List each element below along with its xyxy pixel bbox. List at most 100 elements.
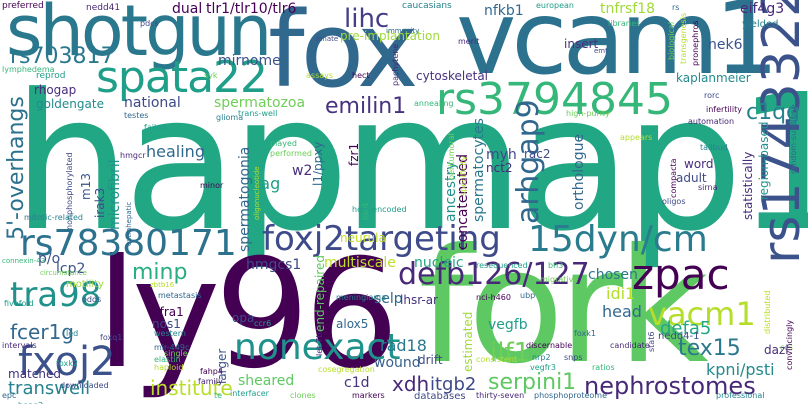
minor-word: interfacer (230, 389, 269, 398)
minor-word: rs (672, 3, 680, 12)
word-emilin1: emilin1 (325, 94, 407, 119)
word-ilf1: ilf1 (490, 338, 531, 368)
minor-word: pdcs (140, 19, 159, 28)
minor-word: biological (667, 21, 676, 60)
minor-word: thirty-seven (476, 391, 525, 400)
word-fxoj2: fxoj2 (18, 339, 116, 385)
minor-word: automation (688, 117, 735, 126)
word-kpni-psti: kpni/psti (706, 360, 775, 379)
word-nfkb1: nfkb1 (484, 3, 524, 19)
minor-word: preferred (2, 1, 44, 11)
minor-word: ubp (520, 291, 536, 300)
word-nonexact: nonexact (234, 327, 401, 368)
word-eif4g3: eif4g3 (740, 1, 785, 17)
word-wound: wound (374, 355, 421, 371)
minor-word: family (198, 377, 223, 386)
word-hapmap1: hapmap1 (12, 54, 808, 273)
word-tag: tag (254, 174, 281, 193)
minor-word: foxq1 (100, 333, 123, 342)
minor-word: snps (564, 353, 583, 362)
word-region-based: region-based (757, 121, 771, 200)
minor-word: nicd (361, 203, 370, 220)
word-rs78380171: rs78380171 (20, 223, 237, 264)
minor-word: ccr6 (254, 319, 272, 328)
word-xdh: xdh (392, 372, 430, 396)
word-nephrostomes: nephrostomes (584, 372, 756, 400)
minor-word: migrative (540, 275, 579, 284)
word-spata22: spata22 (96, 52, 268, 103)
word-adult: adult (676, 171, 707, 185)
minor-word: western (154, 329, 186, 338)
minor-word: european (536, 1, 574, 10)
word-head: head (602, 302, 642, 321)
minor-word: clones (290, 391, 316, 400)
word-tex15: tex15 (678, 336, 741, 361)
word-minp: minp (132, 260, 188, 285)
word-healing: healing (146, 142, 205, 161)
minor-word: haploid (154, 363, 184, 372)
minor-word: minor (200, 181, 224, 190)
word-defa5: defa5 (660, 318, 712, 339)
minor-word: hmgcr (120, 151, 146, 160)
minor-word: syk (204, 71, 218, 80)
word-nedd4-1: nedd4-1 (658, 331, 700, 342)
minor-word: meningioma (336, 293, 386, 302)
minor-word: glioma (216, 113, 244, 122)
word-institute: institute (150, 376, 233, 400)
word-end-repaired: end-repaired (313, 255, 327, 332)
minor-word: annealing (414, 99, 454, 108)
minor-word: pachytene (391, 43, 400, 86)
word-tra98: tra98 (10, 275, 102, 315)
minor-word: specificity (459, 155, 468, 196)
word-arhgap9: arhgap9 (511, 99, 546, 224)
word-ly96: ly96 (96, 228, 399, 402)
word-matched: matched (8, 367, 61, 381)
minor-word: discernable (526, 341, 573, 350)
minor-word: innate (316, 35, 339, 43)
minor-word: failed (144, 123, 167, 132)
word-foxj2targeting: foxj2targeting (262, 219, 501, 259)
word-nucleic: nucleic (414, 255, 464, 271)
word-national: national (124, 95, 181, 111)
minor-word: tailbud (700, 143, 728, 152)
minor-word: cosegregation (318, 365, 375, 374)
word-fzr1: fzr1 (347, 142, 361, 166)
word-spermatocytes: spermatocytes (471, 118, 487, 222)
word-chosen: chosen (588, 267, 638, 283)
word-dazl: dazl (764, 343, 789, 357)
minor-word: immunity (386, 27, 420, 35)
word-lhsr-ar: lhsr-ar (400, 293, 438, 307)
word-multiscale: multiscale (324, 255, 396, 271)
minor-word: testes (124, 111, 149, 120)
minor-word: nedd41 (86, 3, 121, 13)
word-tnfrsf18: tnfrsf18 (600, 1, 656, 17)
word-spermatogonia: spermatogonia (237, 146, 253, 252)
minor-word: phosphoproteome (534, 391, 608, 400)
minor-word: fivefold (4, 299, 34, 308)
minor-word: led (66, 329, 79, 338)
minor-word: hect (352, 71, 370, 80)
word-fcer1g: fcer1g (10, 320, 74, 344)
word-lihc: lihc (344, 4, 390, 34)
word-word: word (684, 157, 714, 171)
word-itgb2: itgb2 (430, 374, 477, 395)
minor-word: assays (306, 71, 334, 80)
minor-word: vegfr3 (530, 363, 556, 372)
minor-word: emt (594, 47, 608, 55)
minor-word: lymphedema (2, 65, 55, 74)
word-transwell: transwell (8, 378, 91, 399)
minor-word: zbtb16 (150, 281, 175, 289)
word-hmgcs1: hmgcs1 (246, 257, 302, 273)
minor-word: mir-449c (154, 343, 190, 352)
word-tlr: tlr1/tlr10/tlr6 (206, 1, 297, 17)
word-cytoskeletal: cytoskeletal (416, 69, 489, 83)
word-fork: fork (418, 215, 709, 399)
word-gfra1: gfra1 (152, 305, 184, 319)
minor-word: peritumoral (447, 133, 456, 180)
minor-word: professional (716, 391, 765, 400)
minor-word: candidate (610, 341, 650, 350)
minor-word: appears (620, 133, 653, 142)
word-defb126: defb126/127 (398, 257, 590, 292)
word-databases: databases (414, 391, 466, 402)
minor-word: ratios (592, 363, 615, 372)
